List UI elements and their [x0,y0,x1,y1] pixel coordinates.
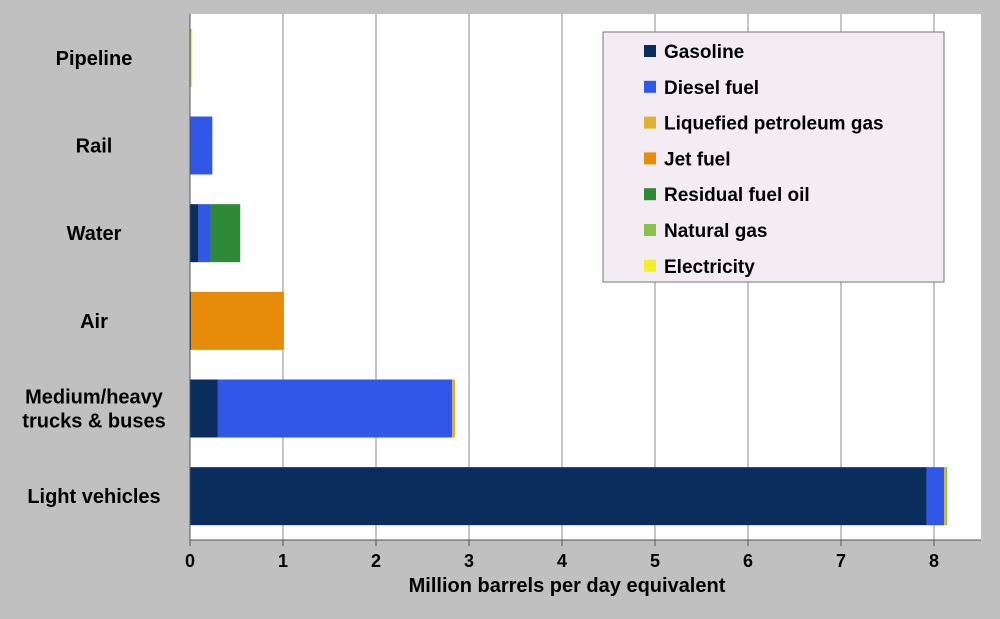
legend-label: Diesel fuel [664,78,759,99]
x-axis-title: Million barrels per day equivalent [409,575,726,597]
x-tick-label: 5 [650,551,660,571]
x-tick-label: 3 [464,551,474,571]
legend-swatch [644,80,656,93]
bar-segment [190,28,192,87]
legend-label: Natural gas [664,221,767,242]
bar-segment [190,291,284,350]
legend-box [602,31,945,283]
bar-segment [190,291,192,350]
legend-swatch [644,259,656,272]
bar-segment [944,467,947,526]
category-label: Air [80,311,108,333]
x-tick-label: 8 [929,551,939,571]
x-tick-label: 6 [743,551,753,571]
legend-label: Residual fuel oil [664,185,810,206]
bar-segment [190,379,218,438]
x-tick-label: 4 [557,551,567,571]
bar-segment [210,204,241,263]
category-label: Medium/heavy [25,387,164,409]
category-label: Light vehicles [27,486,160,508]
legend-label: Jet fuel [664,149,731,170]
legend-swatch [644,224,656,236]
bar-segment [926,467,945,526]
category-label: Water [67,223,122,245]
bar-segment [198,204,211,263]
x-tick-label: 2 [371,551,381,571]
legend-label: Liquefied petroleum gas [664,114,884,135]
bar-segment [190,116,213,175]
legend-label: Gasoline [664,42,744,63]
category-label: Rail [76,136,113,158]
x-tick-label: 7 [836,551,846,571]
bar-segment [217,379,453,438]
bars [190,28,948,526]
legend: Gasoline Diesel fuel Liquefied petroleum g… [602,31,945,283]
bar-segment [946,467,948,526]
legend-label: Electricity [664,257,755,278]
bar-segment [190,467,927,526]
legend-swatch [644,116,656,129]
bar-segment [452,379,456,438]
legend-swatch [644,152,656,165]
x-tick-label: 1 [278,551,288,571]
x-tick-labels: 0 1 2 3 4 5 6 7 8 [185,540,939,571]
bar-segment [190,204,199,263]
legend-swatch [644,188,656,201]
legend-items: Gasoline Diesel fuel Liquefied petroleum g… [644,42,884,278]
category-label: Pipeline [56,48,133,70]
legend-swatch [644,45,656,57]
x-tick-label: 0 [185,551,195,571]
category-label: trucks & buses [22,411,165,433]
bar-segment [190,28,193,87]
